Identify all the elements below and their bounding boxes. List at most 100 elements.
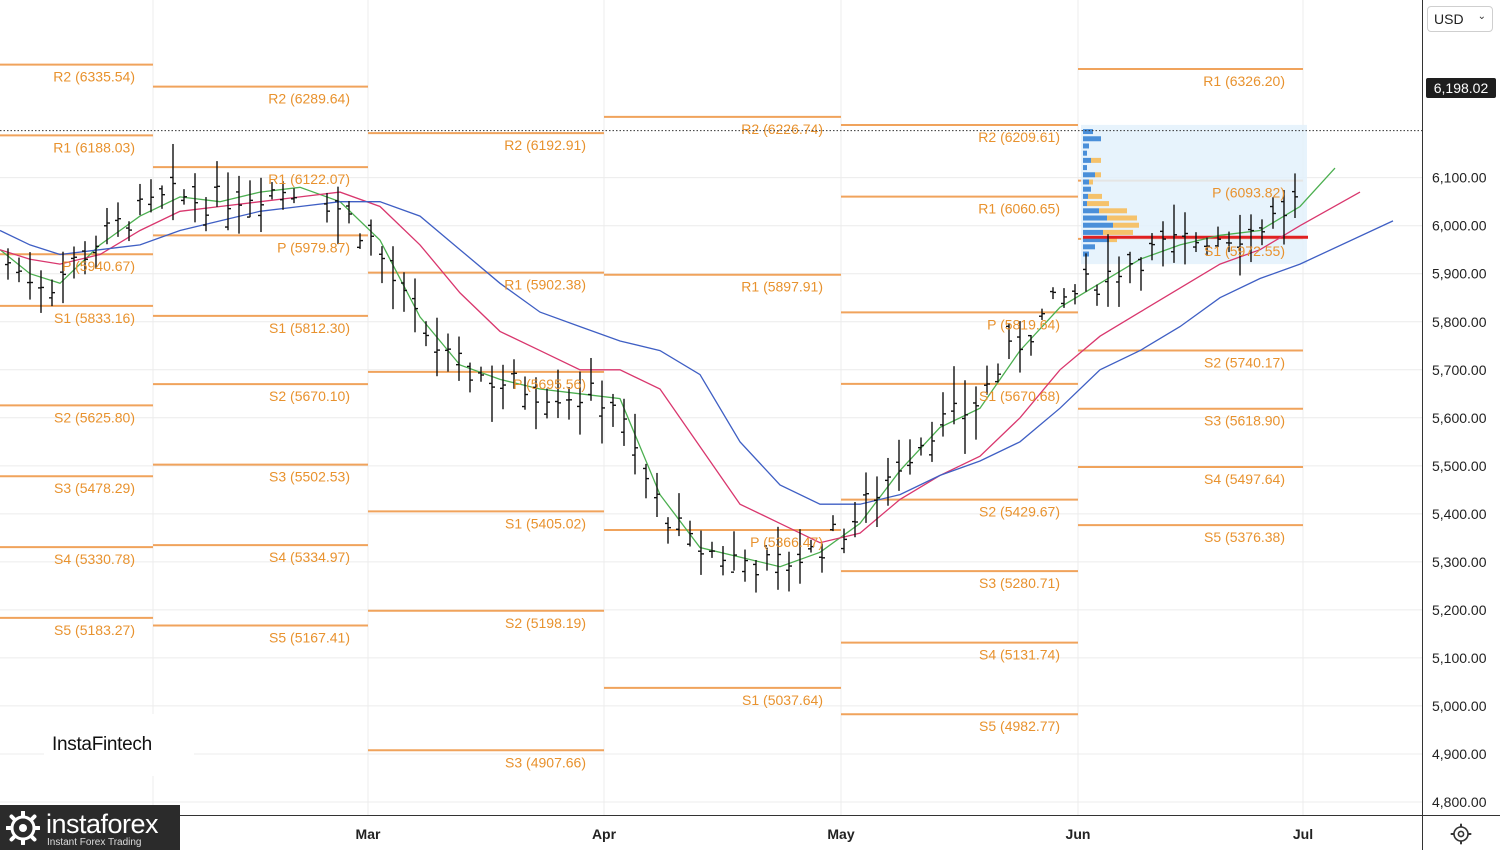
- ohlc-bar: [841, 528, 847, 554]
- ohlc-bar: [940, 392, 946, 437]
- y-tick-label: 5,700.00: [1432, 362, 1487, 378]
- ohlc-bar: [1072, 284, 1078, 305]
- y-tick-label: 5,600.00: [1432, 410, 1487, 426]
- x-month-label: May: [827, 826, 854, 842]
- pivot-label-r2: R2 (6226.74): [741, 121, 823, 137]
- y-tick-label: 5,400.00: [1432, 506, 1487, 522]
- ohlc-bar: [874, 476, 880, 528]
- pivot-label-s4: S4 (5334.97): [269, 549, 350, 565]
- pivot-label-s2: S2 (5670.10): [269, 388, 350, 404]
- ohlc-bar: [962, 380, 968, 454]
- ohlc-bar: [533, 377, 539, 430]
- ohlc-bar: [203, 197, 209, 232]
- x-month-label: Jul: [1293, 826, 1313, 842]
- ohlc-bar: [291, 188, 297, 204]
- grid-lines: [0, 0, 1422, 815]
- pivot-label-s1: S1 (5833.16): [54, 310, 135, 326]
- ohlc-bar: [390, 246, 396, 310]
- ohlc-bar: [60, 251, 66, 304]
- volume-bar-buy: [1083, 237, 1109, 243]
- x-month-label: Jun: [1066, 826, 1091, 842]
- instaforex-brand-name: instaforex: [46, 809, 159, 839]
- volume-bar-buy: [1083, 186, 1091, 192]
- x-month-label: Mar: [356, 826, 381, 842]
- ohlc-bar: [368, 219, 374, 256]
- volume-bar-sell: [1088, 193, 1102, 199]
- ohlc-bar: [412, 278, 418, 333]
- ohlc-bar: [1215, 226, 1221, 248]
- ohlc-bar: [929, 421, 935, 462]
- ohlc-bar: [1127, 251, 1133, 284]
- volume-bar-buy: [1083, 172, 1095, 178]
- pivot-label-r2: R2 (6335.54): [53, 69, 135, 85]
- instaforex-logo: instaforex Instant Forex Trading: [0, 805, 180, 850]
- volume-bar-buy: [1083, 150, 1087, 156]
- ohlc-bar: [467, 362, 473, 393]
- ohlc-bar: [104, 207, 110, 245]
- pivot-label-s3: S3 (5502.53): [269, 469, 350, 485]
- volume-bar-buy: [1083, 193, 1088, 199]
- ohlc-bar: [445, 333, 451, 372]
- y-tick-label: 5,100.00: [1432, 650, 1487, 666]
- y-tick-label: 5,200.00: [1432, 602, 1487, 618]
- ohlc-bar: [324, 192, 330, 223]
- pivot-label-s5: S5 (5183.27): [54, 622, 135, 638]
- ohlc-bar: [918, 437, 924, 456]
- ohlc-bar: [1017, 321, 1023, 373]
- ohlc-bar: [885, 457, 891, 506]
- ohlc-bar: [797, 529, 803, 584]
- ohlc-bar: [1182, 212, 1188, 265]
- ohlc-bar: [1226, 231, 1232, 253]
- pivot-label-s5: S5 (5167.41): [269, 630, 350, 646]
- volume-bar-buy: [1083, 229, 1103, 235]
- settings-gear-icon[interactable]: [1450, 823, 1472, 845]
- ohlc-bar: [49, 279, 55, 307]
- volume-bar-buy: [1083, 129, 1093, 135]
- ohlc-bar: [1116, 256, 1122, 307]
- ohlc-bar: [995, 363, 1001, 383]
- pivot-label-s1: S1 (5972.55): [1204, 243, 1285, 259]
- ohlc-bar: [709, 541, 715, 558]
- pivot-label-s2: S2 (5740.17): [1204, 354, 1285, 370]
- volume-bar-sell: [1103, 229, 1133, 235]
- pivot-levels: [0, 63, 1303, 752]
- ohlc-bar: [1050, 287, 1056, 300]
- instaforex-gear-icon: [6, 811, 40, 845]
- ohlc-bar: [742, 549, 748, 582]
- ohlc-bar: [973, 386, 979, 440]
- ohlc-bar: [126, 221, 132, 242]
- ohlc-bar: [1083, 253, 1089, 292]
- ohlc-bar: [456, 336, 462, 381]
- ohlc-bar: [1149, 233, 1155, 261]
- pivot-label-s1: S1 (5670.68): [979, 388, 1060, 404]
- ohlc-bar: [181, 189, 187, 205]
- ohlc-bar: [621, 398, 627, 446]
- ohlc-bar: [830, 515, 836, 532]
- pivot-label-s3: S3 (5618.90): [1204, 413, 1285, 429]
- volume-bar-buy: [1083, 244, 1095, 250]
- y-tick-label: 5,300.00: [1432, 554, 1487, 570]
- volume-bar-buy: [1083, 201, 1087, 207]
- currency-select[interactable]: USD ⌄: [1427, 6, 1493, 32]
- volume-bar-buy: [1083, 157, 1091, 163]
- pivot-label-r1: R1 (5902.38): [504, 277, 586, 293]
- ohlc-bar: [258, 177, 264, 233]
- ohlc-bar: [335, 186, 341, 245]
- pivot-label-s1: S1 (5405.02): [505, 515, 586, 531]
- ohlc-bar: [808, 539, 814, 553]
- y-tick-label: 6,100.00: [1432, 170, 1487, 186]
- volume-bar-buy: [1083, 215, 1107, 221]
- pivot-label-s4: S4 (5330.78): [54, 551, 135, 567]
- ohlc-bar: [1105, 234, 1111, 307]
- ohlc-bar: [632, 413, 638, 475]
- pivot-label-s2: S2 (5198.19): [505, 615, 586, 631]
- ohlc-bar: [577, 371, 583, 435]
- volume-bar-sell: [1113, 222, 1139, 228]
- ohlc-bar: [907, 439, 913, 475]
- ohlc-bar: [137, 183, 143, 216]
- pivot-label-r2: R2 (6209.61): [978, 129, 1060, 145]
- ohlc-bar: [775, 526, 781, 590]
- pivot-label-r1: R1 (6188.03): [53, 139, 135, 155]
